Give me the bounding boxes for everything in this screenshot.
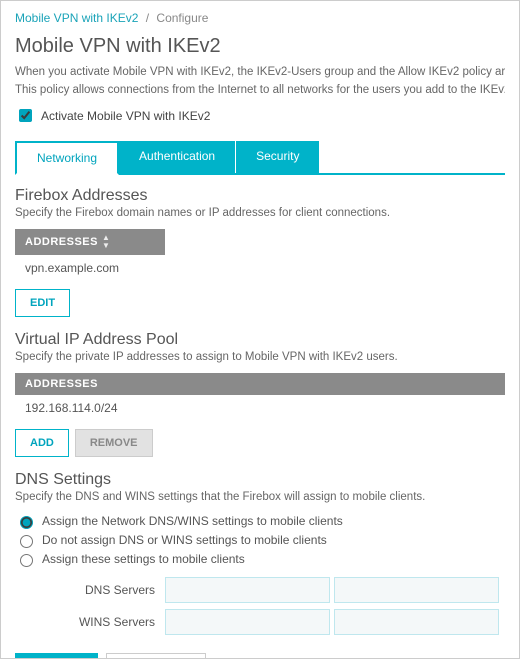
firebox-row[interactable]: vpn.example.com (15, 255, 505, 281)
wins-servers-label: WINS Servers (15, 615, 165, 629)
breadcrumb-separator: / (146, 11, 149, 25)
tab-networking[interactable]: Networking (15, 141, 119, 175)
dns-radio-0[interactable] (20, 516, 33, 529)
wins-server-2-input[interactable] (334, 609, 499, 635)
dns-option-do-not-assign[interactable]: Do not assign DNS or WINS settings to mo… (15, 532, 505, 548)
firebox-title: Firebox Addresses (15, 187, 505, 205)
tab-bar: Networking Authentication Security (15, 141, 505, 175)
tab-security[interactable]: Security (236, 141, 320, 173)
activate-label: Activate Mobile VPN with IKEv2 (41, 109, 210, 123)
dns-servers-row: DNS Servers (15, 577, 505, 603)
breadcrumb-parent-link[interactable]: Mobile VPN with IKEv2 (15, 11, 138, 25)
dns-option-1-label: Do not assign DNS or WINS settings to mo… (42, 533, 327, 547)
vip-buttons: ADD REMOVE (15, 429, 505, 457)
vip-desc: Specify the private IP addresses to assi… (15, 351, 505, 363)
firebox-col-header[interactable]: ADDRESSES ▲▼ (15, 229, 165, 255)
wins-server-1-input[interactable] (165, 609, 330, 635)
activate-row[interactable]: Activate Mobile VPN with IKEv2 (15, 106, 505, 125)
wins-servers-row: WINS Servers (15, 609, 505, 635)
remove-button[interactable]: REMOVE (75, 429, 153, 457)
page-desc-2: This policy allows connections from the … (15, 82, 505, 98)
dns-radio-group: Assign the Network DNS/WINS settings to … (15, 513, 505, 567)
dns-option-2-label: Assign these settings to mobile clients (42, 552, 245, 566)
vip-col-header-text: ADDRESSES (25, 378, 98, 390)
vip-row[interactable]: 192.168.114.0/24 (15, 395, 505, 421)
firebox-desc: Specify the Firebox domain names or IP a… (15, 207, 505, 219)
cancel-button[interactable]: CANCEL (106, 653, 206, 659)
tab-authentication[interactable]: Authentication (119, 141, 236, 173)
firebox-buttons: EDIT (15, 289, 505, 317)
page-container: Mobile VPN with IKEv2 / Configure Mobile… (0, 0, 520, 659)
breadcrumb-current: Configure (156, 11, 208, 25)
dns-server-2-input[interactable] (334, 577, 499, 603)
add-button[interactable]: ADD (15, 429, 69, 457)
save-button[interactable]: SAVE (15, 653, 98, 659)
dns-option-0-label: Assign the Network DNS/WINS settings to … (42, 514, 343, 528)
firebox-col-header-text: ADDRESSES (25, 236, 98, 248)
dns-server-1-input[interactable] (165, 577, 330, 603)
activate-checkbox[interactable] (19, 109, 32, 122)
dns-desc: Specify the DNS and WINS settings that t… (15, 491, 505, 503)
dns-title: DNS Settings (15, 471, 505, 489)
dns-servers-label: DNS Servers (15, 583, 165, 597)
sort-icon: ▲▼ (102, 234, 110, 250)
dns-radio-1[interactable] (20, 535, 33, 548)
dns-servers-inputs (165, 577, 505, 603)
dns-radio-2[interactable] (20, 554, 33, 567)
page-title: Mobile VPN with IKEv2 (15, 35, 505, 58)
page-desc-1: When you activate Mobile VPN with IKEv2,… (15, 64, 505, 80)
vip-col-header[interactable]: ADDRESSES (15, 373, 505, 395)
dns-option-assign-network[interactable]: Assign the Network DNS/WINS settings to … (15, 513, 505, 529)
vip-title: Virtual IP Address Pool (15, 331, 505, 349)
dns-option-assign-these[interactable]: Assign these settings to mobile clients (15, 551, 505, 567)
footer-buttons: SAVE CANCEL (15, 653, 505, 659)
wins-servers-inputs (165, 609, 505, 635)
edit-button[interactable]: EDIT (15, 289, 70, 317)
breadcrumb: Mobile VPN with IKEv2 / Configure (15, 11, 505, 25)
